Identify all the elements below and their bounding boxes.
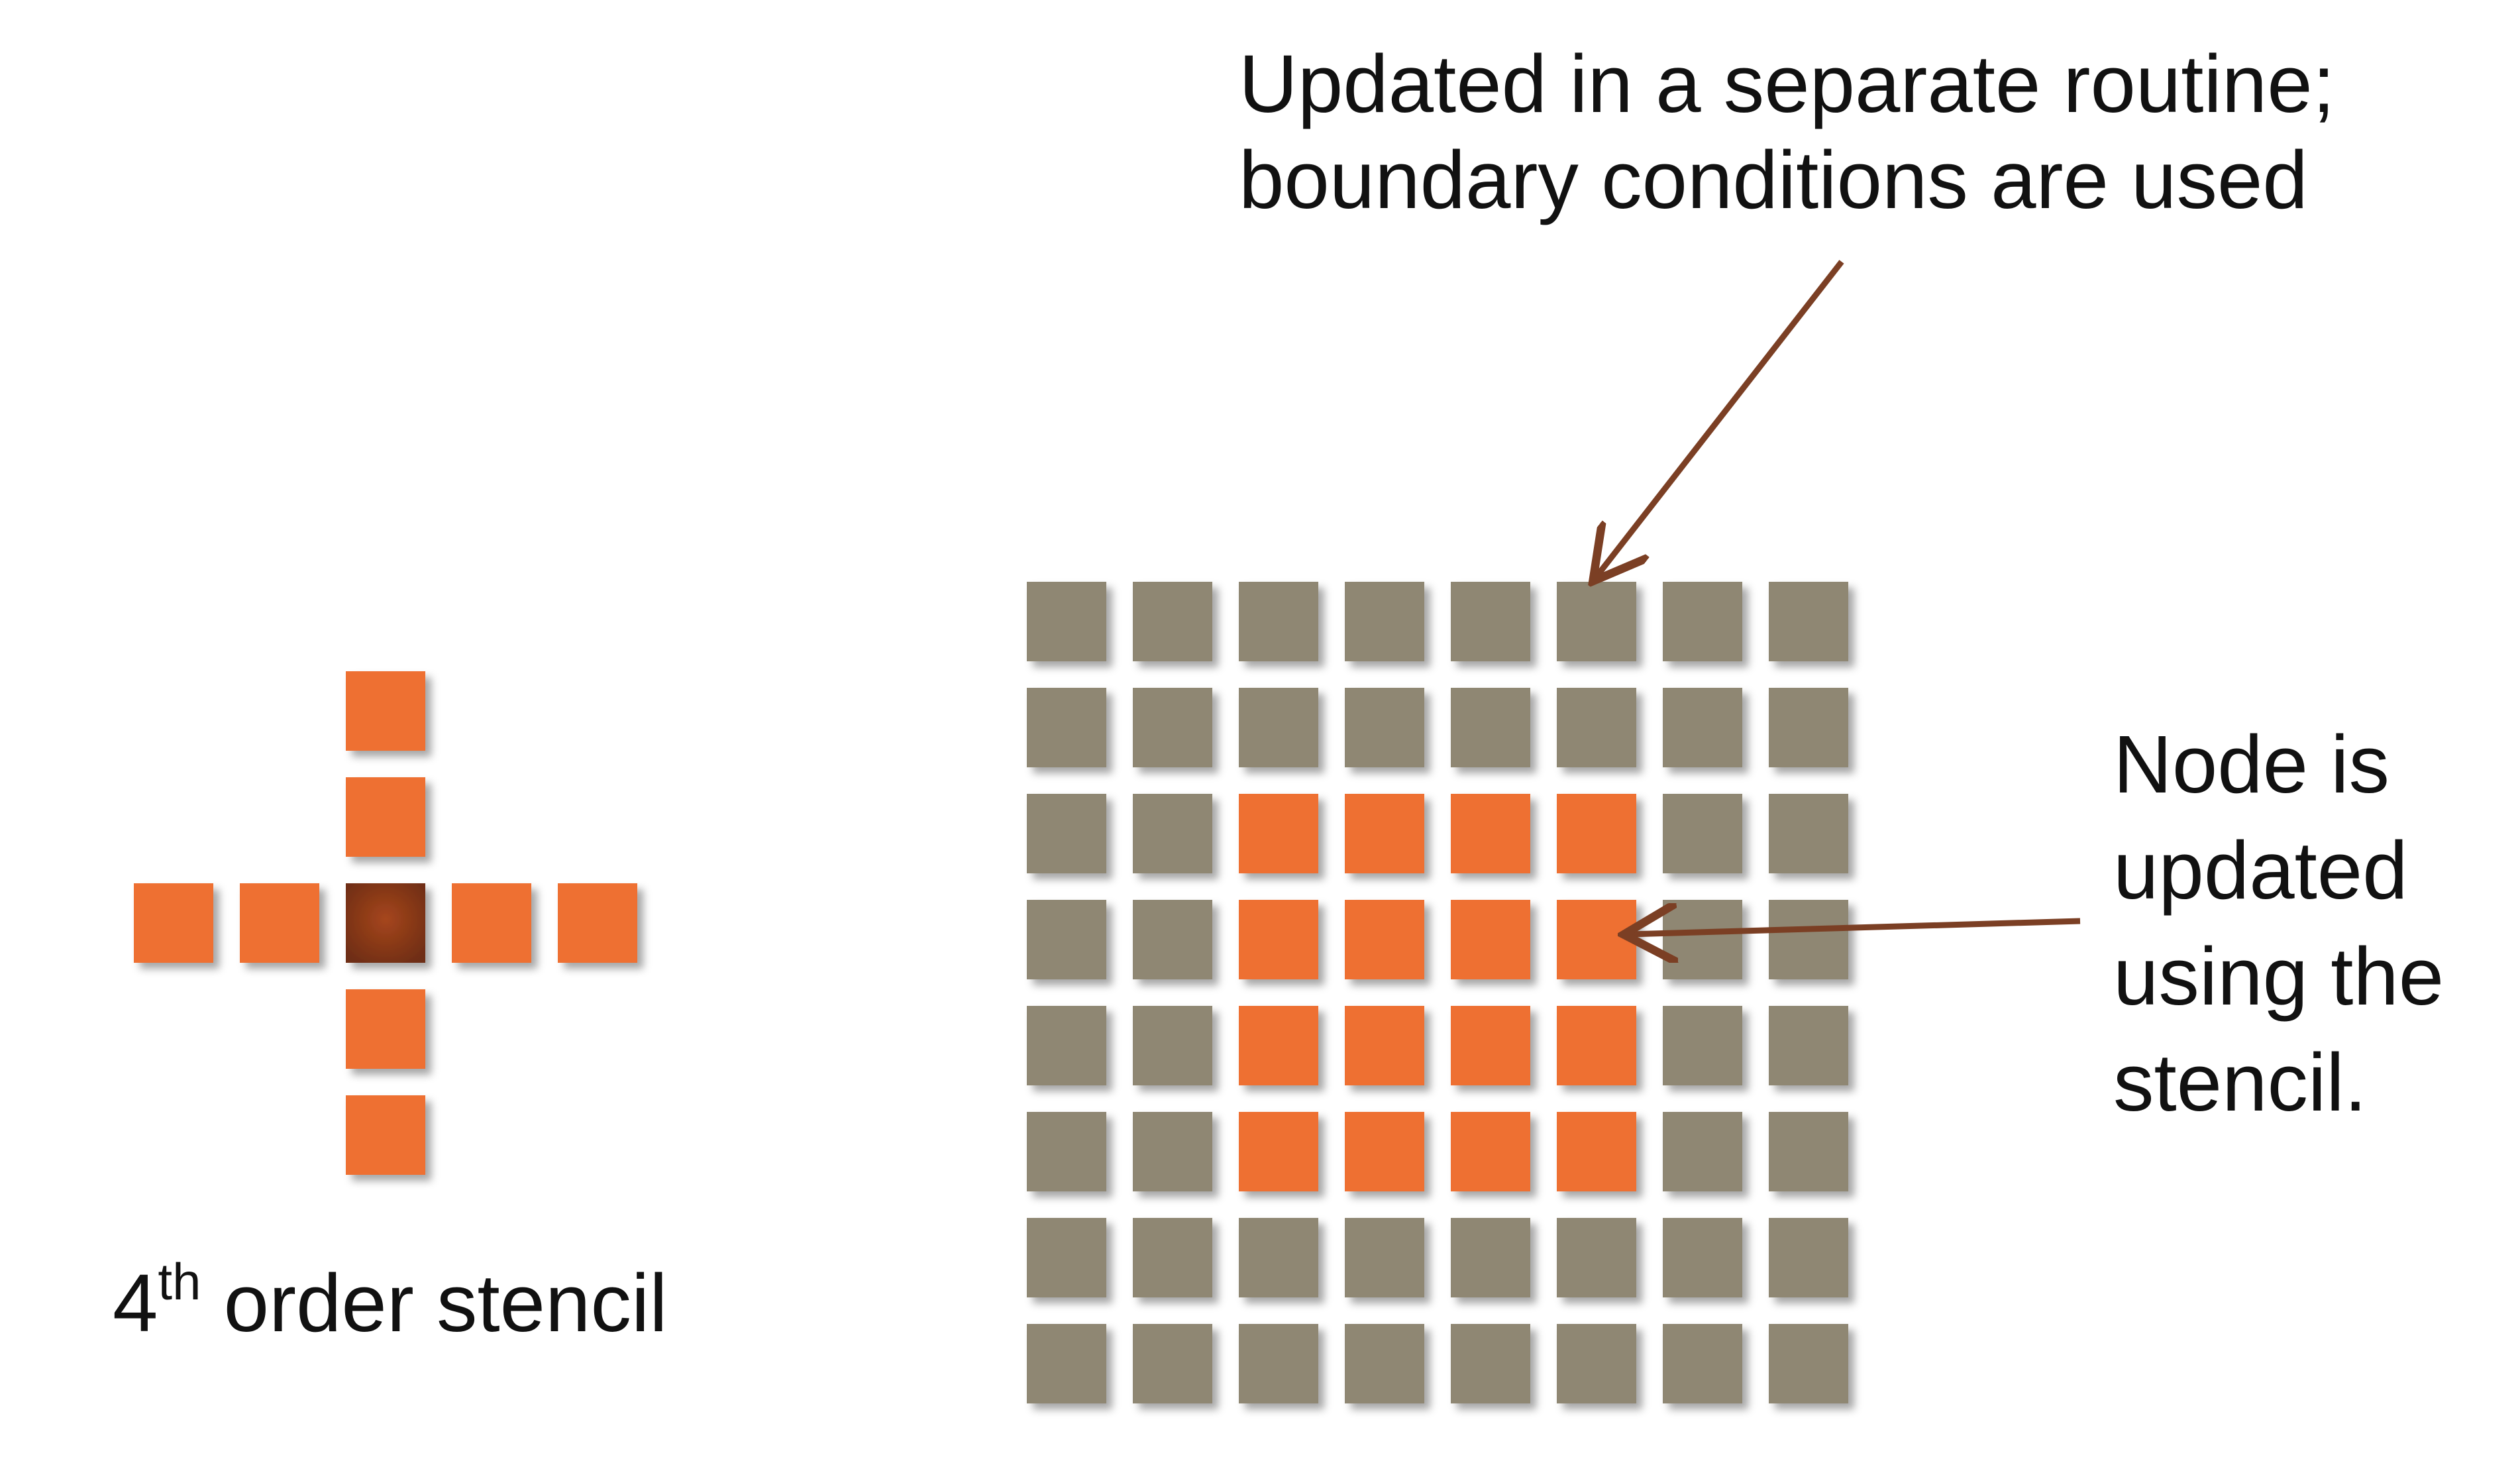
interior-node bbox=[1239, 900, 1318, 979]
boundary-node bbox=[1345, 582, 1424, 661]
boundary-node bbox=[1027, 1324, 1106, 1403]
boundary-node bbox=[1133, 688, 1212, 767]
boundary-node bbox=[1451, 1324, 1530, 1403]
boundary-node bbox=[1133, 794, 1212, 873]
boundary-arrow bbox=[1597, 260, 1844, 576]
boundary-node bbox=[1027, 1112, 1106, 1191]
stencil-neighbor-node bbox=[558, 883, 637, 963]
interior-node bbox=[1239, 1112, 1318, 1191]
boundary-node bbox=[1769, 688, 1848, 767]
boundary-node bbox=[1027, 900, 1106, 979]
boundary-node bbox=[1663, 582, 1742, 661]
boundary-node bbox=[1557, 688, 1636, 767]
boundary-node bbox=[1133, 1112, 1212, 1191]
interior-node bbox=[1239, 1006, 1318, 1085]
boundary-node bbox=[1769, 1324, 1848, 1403]
stencil-neighbor-node bbox=[452, 883, 531, 963]
boundary-node bbox=[1663, 1218, 1742, 1297]
boundary-node bbox=[1769, 1006, 1848, 1085]
stencil-center-node bbox=[346, 883, 425, 963]
boundary-node bbox=[1239, 582, 1318, 661]
node-arrow bbox=[1630, 921, 2081, 934]
interior-node bbox=[1345, 1006, 1424, 1085]
boundary-node bbox=[1239, 1324, 1318, 1403]
stencil-neighbor-node bbox=[346, 1095, 425, 1175]
node-annotation-line-3: using the bbox=[2113, 931, 2444, 1022]
stencil-order-suffix: th bbox=[158, 1252, 201, 1311]
node-annotation: Node is updated using the stencil. bbox=[2113, 712, 2444, 1136]
boundary-node bbox=[1663, 900, 1742, 979]
boundary-node bbox=[1027, 582, 1106, 661]
boundary-node bbox=[1133, 582, 1212, 661]
boundary-annotation-line-2: boundary conditions are used bbox=[1239, 135, 2308, 227]
boundary-node bbox=[1345, 1218, 1424, 1297]
boundary-node bbox=[1027, 1006, 1106, 1085]
interior-node bbox=[1345, 900, 1424, 979]
stencil-neighbor-node bbox=[346, 671, 425, 751]
boundary-node bbox=[1557, 1218, 1636, 1297]
boundary-node bbox=[1345, 688, 1424, 767]
boundary-node bbox=[1769, 1218, 1848, 1297]
interior-node bbox=[1239, 794, 1318, 873]
interior-node bbox=[1451, 1006, 1530, 1085]
boundary-node bbox=[1239, 688, 1318, 767]
boundary-node bbox=[1451, 688, 1530, 767]
boundary-node bbox=[1133, 900, 1212, 979]
boundary-node bbox=[1345, 1324, 1424, 1403]
node-annotation-line-1: Node is bbox=[2113, 720, 2390, 810]
stencil-neighbor-node bbox=[346, 989, 425, 1069]
boundary-node bbox=[1663, 1324, 1742, 1403]
boundary-node bbox=[1663, 688, 1742, 767]
boundary-node bbox=[1027, 688, 1106, 767]
boundary-node bbox=[1663, 1006, 1742, 1085]
boundary-node bbox=[1663, 1112, 1742, 1191]
interior-node bbox=[1345, 794, 1424, 873]
boundary-node bbox=[1239, 1218, 1318, 1297]
boundary-node bbox=[1557, 1324, 1636, 1403]
stencil-caption: 4th order stencil bbox=[113, 1256, 668, 1352]
interior-node bbox=[1451, 900, 1530, 979]
stencil-neighbor-node bbox=[346, 777, 425, 857]
boundary-node bbox=[1663, 794, 1742, 873]
computational-grid bbox=[1027, 582, 1848, 1403]
interior-node bbox=[1345, 1112, 1424, 1191]
boundary-node bbox=[1133, 1006, 1212, 1085]
boundary-annotation: Updated in a separate routine; boundary … bbox=[1239, 36, 2335, 229]
boundary-node bbox=[1027, 794, 1106, 873]
interior-node bbox=[1557, 1006, 1636, 1085]
boundary-node bbox=[1133, 1218, 1212, 1297]
boundary-node bbox=[1451, 1218, 1530, 1297]
stencil-order: 4 bbox=[113, 1258, 158, 1349]
boundary-node bbox=[1557, 582, 1636, 661]
stencil-caption-text: order stencil bbox=[201, 1258, 668, 1349]
node-annotation-line-2: updated bbox=[2113, 825, 2408, 916]
boundary-node bbox=[1769, 794, 1848, 873]
interior-node bbox=[1557, 900, 1636, 979]
boundary-node bbox=[1133, 1324, 1212, 1403]
interior-node bbox=[1451, 1112, 1530, 1191]
boundary-node bbox=[1769, 1112, 1848, 1191]
boundary-node bbox=[1769, 900, 1848, 979]
boundary-node bbox=[1769, 582, 1848, 661]
interior-node bbox=[1557, 1112, 1636, 1191]
boundary-node bbox=[1451, 582, 1530, 661]
interior-node bbox=[1557, 794, 1636, 873]
stencil-neighbor-node bbox=[134, 883, 213, 963]
boundary-node bbox=[1027, 1218, 1106, 1297]
interior-node bbox=[1451, 794, 1530, 873]
stencil-cross bbox=[134, 671, 637, 1175]
boundary-annotation-line-1: Updated in a separate routine; bbox=[1239, 39, 2335, 130]
stencil-neighbor-node bbox=[240, 883, 319, 963]
node-annotation-line-4: stencil. bbox=[2113, 1037, 2367, 1128]
